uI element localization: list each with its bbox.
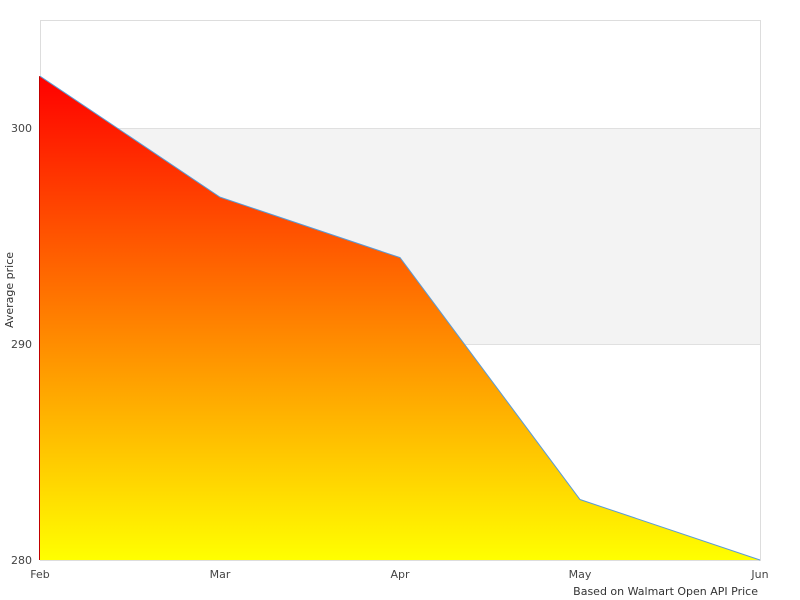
footnote: Based on Walmart Open API Price bbox=[573, 585, 758, 598]
x-tick-label: Jun bbox=[750, 568, 768, 581]
x-tick-label: Apr bbox=[390, 568, 410, 581]
y-tick-label: 300 bbox=[11, 122, 32, 135]
x-tick-label: Feb bbox=[30, 568, 49, 581]
y-tick-label: 290 bbox=[11, 338, 32, 351]
x-tick-label: Mar bbox=[210, 568, 231, 581]
y-tick-label: 280 bbox=[11, 554, 32, 567]
y-axis-label: Average price bbox=[3, 252, 16, 328]
x-tick-label: May bbox=[569, 568, 592, 581]
